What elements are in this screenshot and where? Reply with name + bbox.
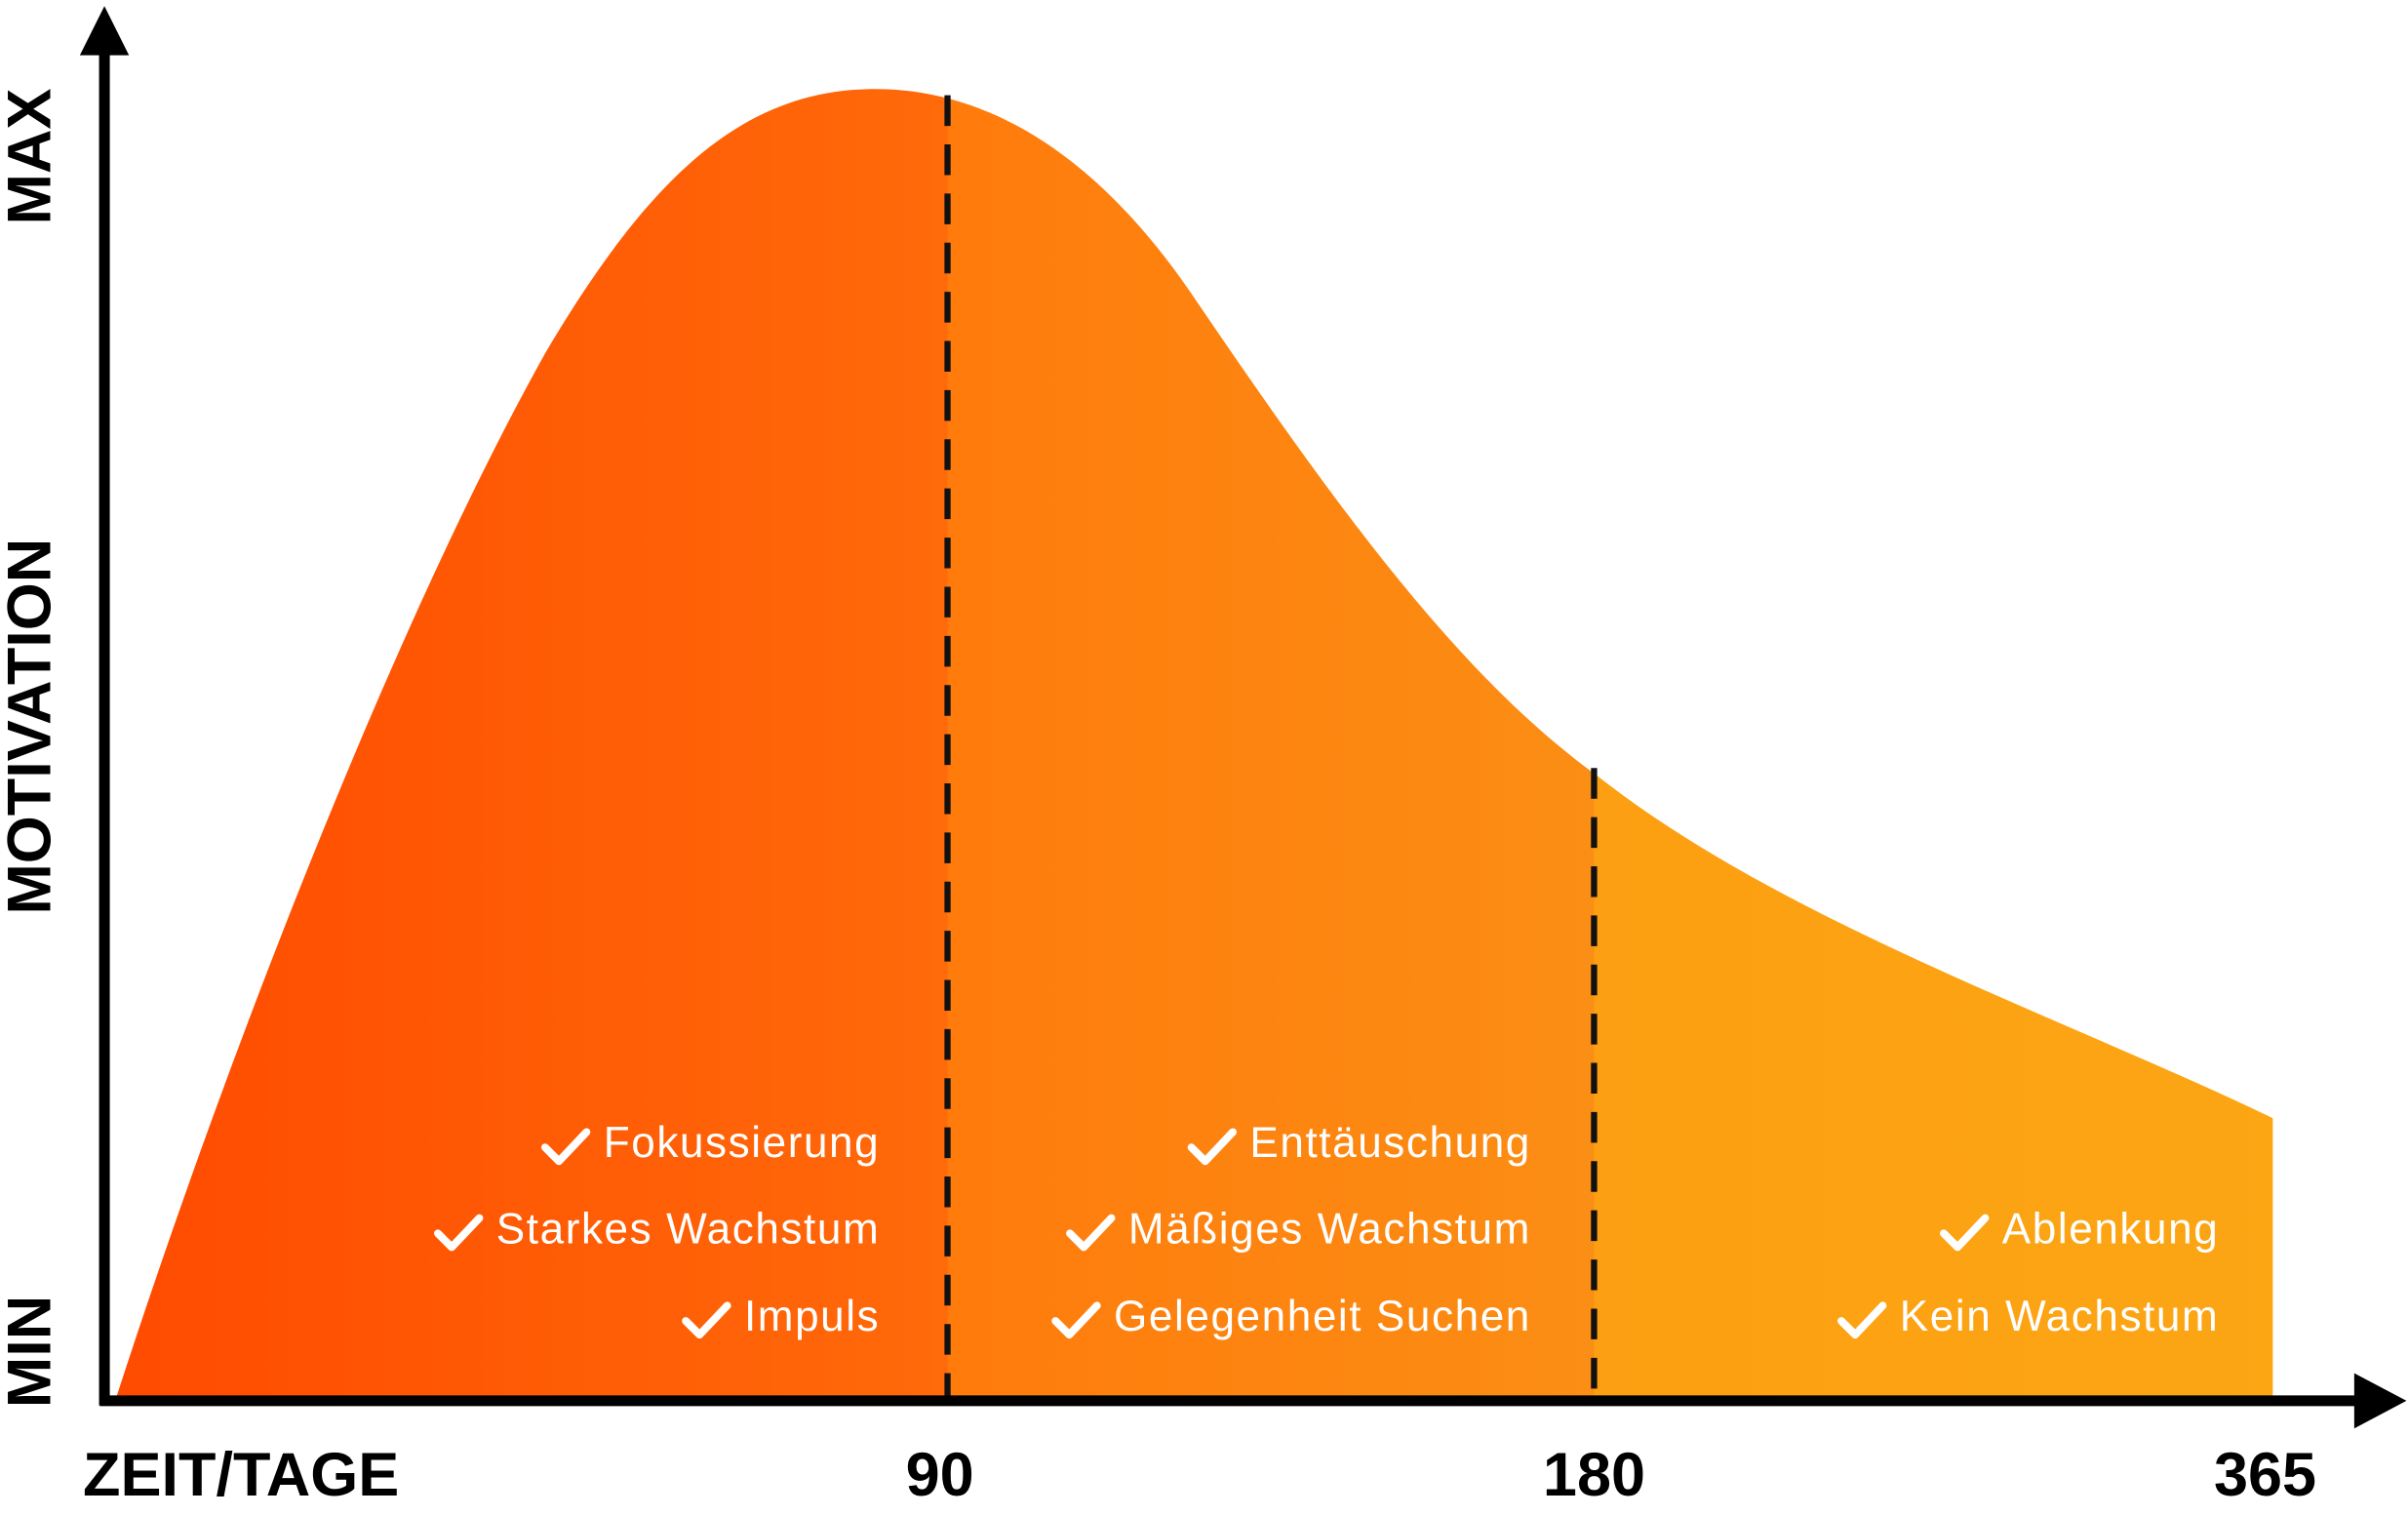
x-axis-label: ZEIT/TAGE: [83, 1441, 399, 1509]
x-tick-label: 90: [906, 1441, 974, 1509]
phase-item: Kein Wachstum: [1900, 1293, 2220, 1340]
check-icon: [1187, 1128, 1238, 1166]
x-tick-label: 180: [1543, 1441, 1645, 1509]
check-icon: [1940, 1214, 1990, 1252]
y-axis-arrow: [79, 6, 130, 56]
phase-item: Gelegenheit Suchen: [1114, 1293, 1531, 1340]
check-icon: [1051, 1301, 1101, 1339]
check-icon: [540, 1128, 591, 1166]
phase-item: Ablenkung: [2002, 1205, 2220, 1253]
check-icon: [434, 1214, 484, 1252]
phase-area: [115, 89, 950, 1401]
phase-item: Starkes Wachstum: [496, 1205, 880, 1253]
check-icon: [682, 1301, 731, 1339]
y-min-label: MIN: [0, 1296, 63, 1408]
check-icon: [1837, 1301, 1887, 1339]
phase-item: Mäßiges Wachstum: [1128, 1205, 1531, 1253]
phase-item: Impuls: [744, 1293, 880, 1340]
phase-item: Fokussierung: [604, 1119, 881, 1167]
x-axis-arrow: [2353, 1373, 2407, 1429]
phase-area: [947, 89, 1597, 1401]
check-icon: [1066, 1214, 1116, 1252]
phase-area: [1594, 89, 2273, 1401]
motivation-curve: [115, 89, 2273, 1401]
y-max-label: MAX: [0, 89, 63, 225]
x-tick-label: 365: [2214, 1441, 2316, 1509]
phase-item: Enttäuschung: [1249, 1119, 1530, 1167]
y-axis-label: MOTIVATION: [0, 539, 63, 915]
